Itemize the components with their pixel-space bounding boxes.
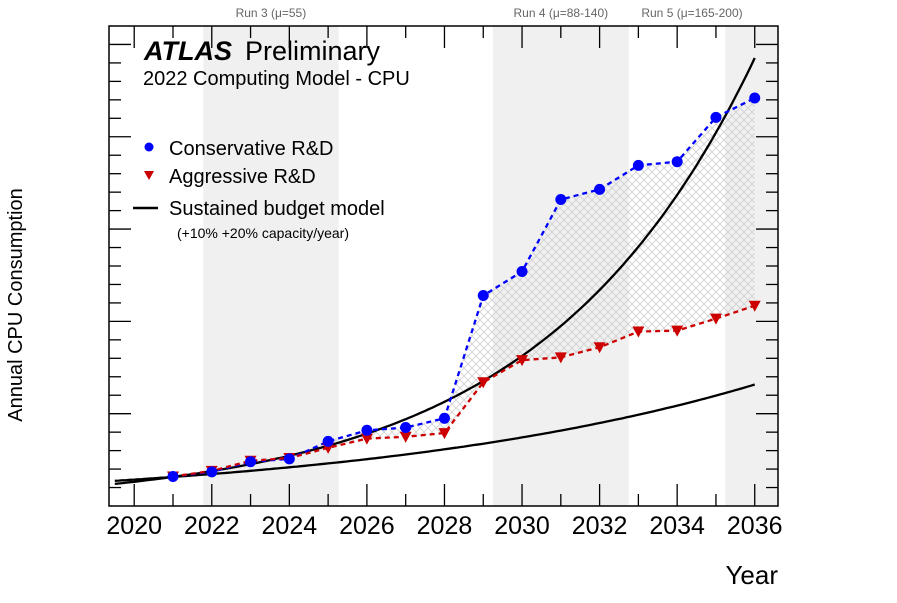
data-point-aggressive	[593, 342, 606, 354]
data-point-conservative	[477, 290, 489, 302]
data-point-aggressive	[399, 431, 412, 443]
x-tick-label: 2026	[339, 512, 395, 540]
data-point-conservative	[206, 466, 218, 478]
data-point-aggressive	[632, 326, 645, 338]
data-point-aggressive	[477, 377, 490, 389]
data-point-aggressive	[748, 300, 761, 312]
budget-curve-10pct	[114, 383, 756, 482]
data-point-conservative	[400, 422, 412, 434]
x-tick-label: 2034	[649, 512, 705, 540]
data-point-conservative	[245, 456, 257, 468]
x-tick-label: 2024	[262, 512, 318, 540]
data-point-conservative	[632, 159, 644, 171]
series-line-aggressive	[172, 304, 756, 478]
legend-label-aggressive: Aggressive R&D	[169, 166, 316, 188]
data-point-conservative	[283, 453, 295, 465]
data-point-aggressive	[438, 428, 451, 440]
run-label: Run 4 (μ=88-140)	[513, 6, 608, 20]
legend-label-budget: Sustained budget model	[169, 198, 385, 220]
title-preliminary: Preliminary	[245, 36, 381, 66]
run-band	[203, 26, 339, 506]
legend-marker-conservative	[144, 142, 154, 152]
data-point-conservative	[516, 266, 528, 278]
legend-note-budget: (+10% +20% capacity/year)	[177, 225, 349, 241]
x-tick-label: 2030	[494, 512, 550, 540]
series-line-conservative	[172, 96, 756, 478]
run-label: Run 5 (μ=165-200)	[641, 6, 742, 20]
legend-marker-aggressive	[144, 171, 154, 180]
data-point-aggressive	[516, 355, 529, 367]
x-tick-label: 2036	[727, 512, 783, 540]
uncertainty-band	[172, 98, 755, 477]
data-point-aggressive	[360, 433, 373, 445]
data-point-conservative	[710, 111, 722, 123]
x-tick-label: 2028	[417, 512, 473, 540]
hatch-area	[172, 98, 755, 477]
x-tick-label: 2022	[184, 512, 240, 540]
data-point-conservative	[167, 470, 179, 482]
data-point-conservative	[438, 412, 450, 424]
y-axis-label: Annual CPU Consumption	[5, 188, 27, 421]
data-point-conservative	[671, 156, 683, 168]
legend: Conservative R&D Aggressive R&D Sustaine…	[133, 138, 385, 241]
data-point-conservative	[594, 183, 606, 195]
data-point-conservative	[555, 194, 567, 206]
legend-label-conservative: Conservative R&D	[169, 138, 334, 160]
data-point-aggressive	[671, 325, 684, 337]
series	[166, 92, 761, 483]
data-point-aggressive	[554, 352, 567, 364]
run-labels: Run 3 (μ=55) Run 4 (μ=88-140) Run 5 (μ=165…	[236, 6, 743, 20]
data-point-aggressive	[709, 313, 722, 325]
x-axis-label: Year	[725, 560, 778, 590]
x-tick-label: 2032	[572, 512, 628, 540]
data-point-conservative	[322, 435, 334, 447]
axes: 2020 2022 2024 2026 2028 2030 2032 2034 2036	[106, 26, 783, 540]
subtitle: 2022 Computing Model - CPU	[143, 68, 410, 90]
data-point-conservative	[361, 424, 373, 436]
data-point-conservative	[749, 92, 761, 104]
run-label: Run 3 (μ=55)	[236, 6, 307, 20]
x-tick-label: 2020	[106, 512, 162, 540]
title-atlas: ATLAS	[143, 36, 232, 66]
